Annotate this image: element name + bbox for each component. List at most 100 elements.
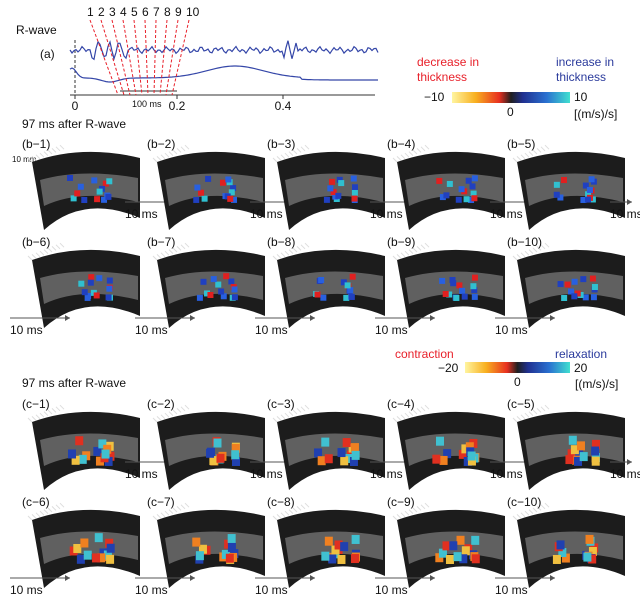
ruler-tick [520,154,526,160]
legend-b-negative-1: decrease in [417,55,479,69]
step-label: 10 ms [250,207,283,221]
ruler-tick [176,148,182,153]
panel-label: (b−8) [267,235,295,249]
ruler-tick [528,249,534,254]
panel-label: (c−3) [267,397,295,411]
color-blob [230,185,237,192]
panel-label: (c−7) [147,495,175,509]
legend-c-positive: relaxation [555,347,607,361]
color-blob [465,177,472,184]
ruler-tick [304,502,310,508]
arrow-head [627,199,632,205]
color-blob [219,179,226,186]
ruler-tick [512,255,518,261]
step-label: 10 ms [370,207,403,221]
ruler-tick [532,149,538,155]
ruler-tick [404,250,410,256]
ruler-tick [59,144,65,150]
marker-line [100,19,125,96]
arrow-head [310,575,315,581]
ruler-tick [31,156,37,161]
color-blob [340,279,347,286]
ruler-tick [292,247,298,253]
color-blob [93,292,100,299]
color-blob [449,541,458,551]
step-label: 10 ms [135,583,168,597]
color-blob [343,294,350,301]
color-blob [91,177,98,184]
arrow-head [430,575,435,581]
ruler-tick [51,246,57,251]
color-blob [450,280,457,287]
color-blob [231,443,240,453]
color-blob [471,175,478,182]
ruler-tick [172,409,178,415]
color-blob [81,289,88,296]
ruler-tick [280,154,286,160]
ruler-tick [400,414,406,420]
ruler-tick [180,146,186,152]
color-blob [571,278,578,285]
color-blob [351,534,360,544]
color-blob [471,287,478,294]
step-label: 10 ms [370,467,403,481]
marker-label: 7 [153,5,160,19]
ruler-tick [300,406,306,412]
color-blob [557,281,564,288]
arrow-head [430,315,435,321]
ruler-tick [272,255,278,261]
ultrasound-panel: (b−7) [147,235,265,328]
panel-label: (b−10) [507,235,542,249]
step-label: 10 ms [125,467,158,481]
panel-label: (b−6) [22,235,50,249]
color-blob [209,456,218,466]
color-blob [231,286,238,293]
color-blob [321,437,330,447]
ruler-tick [180,406,186,412]
step-label: 10 ms [255,583,288,597]
ruler-tick [424,242,430,248]
color-blob [350,443,359,453]
color-blob [329,178,336,185]
marker-label: 6 [142,5,149,19]
color-blob [585,534,594,544]
wall-motion-trace [69,65,378,83]
ultrasound-panel: (c−1) [22,397,140,490]
color-blob [78,280,85,287]
color-blob [459,287,466,294]
color-blob [321,551,330,561]
colorbar-b-unit: [(m/s)/s] [574,107,617,121]
color-blob [461,293,468,300]
color-blob [560,177,567,184]
colorbar-c-unit: [(m/s)/s] [575,377,618,391]
ruler-tick [47,247,53,253]
color-blob [81,196,88,203]
marker-line [133,19,143,96]
ruler-tick [51,506,57,511]
marker-line [159,19,168,96]
color-blob [221,549,230,559]
marker-label: 1 [87,5,94,19]
color-blob [351,184,358,191]
color-blob [582,294,589,301]
color-blob [556,540,565,550]
step-label: 10 ms [250,467,283,481]
color-blob [318,276,325,283]
ultrasound-panel: (c−9) [387,495,505,588]
ruler-tick [152,515,158,521]
color-blob [575,449,584,459]
ruler-tick [512,157,518,163]
color-blob [102,180,109,187]
ruler-tick [404,510,410,516]
ruler-tick [408,411,414,416]
color-blob [564,281,571,288]
ruler-tick [512,515,518,521]
color-blob [467,456,476,466]
tissue-band [165,531,263,564]
color-blob [337,554,346,564]
color-blob [591,284,598,291]
ruler-tick [152,417,158,423]
color-blob [338,180,345,187]
scale-label: 100 ms [132,99,162,109]
ruler-tick [404,152,410,158]
